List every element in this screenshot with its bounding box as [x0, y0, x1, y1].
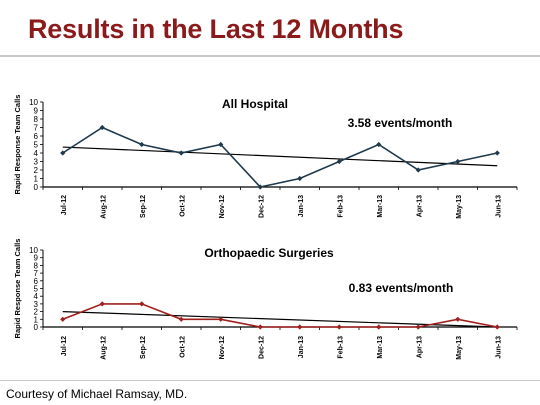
all-hospital-x-tick-label: Feb-13: [337, 195, 344, 218]
orthopaedic-surgeries-series-line: [62, 303, 498, 328]
orthopaedic-surgeries-x-tick-label: Nov-12: [219, 336, 226, 359]
orthopaedic-surgeries-y-tick-label: 4: [34, 292, 39, 301]
orthopaedic-surgeries-x-tick-label: Mar-13: [377, 336, 384, 359]
orthopaedic-surgeries-y-tick-label: 6: [34, 277, 39, 286]
orthopaedic-surgeries-y-tick-label: 8: [34, 261, 39, 270]
orthopaedic-surgeries-x-tick-label: Jan-13: [298, 336, 305, 358]
all-hospital-y-tick-label: 5: [34, 141, 39, 150]
orthopaedic-surgeries-data-point: [99, 301, 105, 307]
all-hospital-y-tick-label: 4: [34, 149, 39, 158]
orthopaedic-surgeries-y-tick-label: 1: [34, 315, 39, 324]
all-hospital-data-point: [415, 167, 421, 173]
orthopaedic-surgeries-y-tick-label: 10: [29, 246, 38, 255]
orthopaedic-surgeries-x-tick-label: Oct-12: [179, 336, 186, 358]
orthopaedic-surgeries-data-point: [415, 324, 421, 330]
all-hospital-x-tick-label: Mar-13: [377, 195, 384, 218]
orthopaedic-surgeries-data-point: [60, 316, 66, 322]
all-hospital-data-point: [218, 141, 224, 148]
all-hospital-series-line: [62, 126, 498, 188]
orthopaedic-surgeries-data-point: [257, 324, 263, 330]
all-hospital-y-tick-label: 7: [34, 124, 39, 133]
orthopaedic-surgeries-trend-line: [62, 311, 498, 328]
all-hospital-x-tick-label: Dec-12: [258, 195, 265, 218]
orthopaedic-surgeries-data-point: [139, 301, 145, 307]
orthopaedic-surgeries-y-tick-label: 7: [34, 269, 39, 278]
all-hospital-y-tick-label: 9: [34, 107, 39, 116]
orthopaedic-surgeries-y-axis-label: Rapid Response Team Calls: [13, 239, 22, 339]
orthopaedic-surgeries-y-tick-label: 5: [34, 285, 39, 294]
all-hospital-y-tick-label: 10: [29, 98, 38, 107]
all-hospital-data-point: [60, 150, 66, 156]
orthopaedic-surgeries-x-tick-label: Aug-12: [100, 336, 107, 360]
slide-title: Results in the Last 12 Months: [28, 14, 404, 44]
all-hospital-y-tick-label: 0: [34, 183, 39, 192]
all-hospital-y-tick-label: 8: [34, 115, 39, 124]
all-hospital-x-tick-label: Jul-12: [61, 195, 68, 215]
all-hospital-data-point: [257, 184, 263, 190]
orthopaedic-surgeries-x-tick-label: May-13: [456, 336, 463, 360]
orthopaedic-surgeries-data-point: [376, 324, 382, 330]
all-hospital-trend-line: [62, 146, 498, 167]
orthopaedic-surgeries-x-tick-label: Apr-13: [416, 336, 423, 358]
orthopaedic-surgeries-chart-title: Orthopaedic Surgeries: [204, 246, 334, 260]
orthopaedic-surgeries-x-tick-label: Jul-12: [61, 336, 68, 356]
all-hospital-data-point: [178, 150, 184, 156]
all-hospital-x-tick-label: Sep-12: [140, 195, 147, 218]
orthopaedic-surgeries-x-tick-label: Feb-13: [337, 336, 344, 359]
all-hospital-y-tick-label: 2: [34, 166, 39, 175]
all-hospital-data-point: [494, 150, 500, 156]
orthopaedic-surgeries-x-tick-label: Sep-12: [140, 336, 147, 359]
all-hospital-rate-annotation: 3.58 events/month: [348, 116, 453, 130]
all-hospital-x-tick-label: Nov-12: [219, 195, 226, 218]
all-hospital-y-axis-label: Rapid Response Team Calls: [13, 95, 22, 195]
orthopaedic-surgeries-y-tick-label: 2: [34, 308, 39, 317]
all-hospital-x-tick-label: Jan-13: [298, 195, 305, 217]
orthopaedic-surgeries-x-tick-label: Dec-12: [258, 336, 265, 359]
all-hospital-x-tick-label: Oct-12: [179, 195, 186, 217]
title-divider: [0, 55, 540, 57]
all-hospital-data-point: [99, 124, 105, 131]
all-hospital-y-tick-label: 6: [34, 132, 39, 141]
orthopaedic-surgeries-y-tick-label: 3: [34, 300, 39, 309]
orthopaedic-surgeries-x-tick-label: Jun-13: [495, 336, 502, 359]
credit-text: Courtesy of Michael Ramsay, MD.: [6, 387, 188, 401]
orthopaedic-surgeries-data-point: [218, 316, 224, 322]
all-hospital-data-point: [297, 175, 303, 182]
orthopaedic-surgeries-data-point: [455, 316, 461, 322]
all-hospital-x-tick-label: Aug-12: [100, 195, 107, 219]
orthopaedic-surgeries-data-point: [494, 324, 500, 330]
all-hospital-x-tick-label: Apr-13: [416, 195, 423, 217]
orthopaedic-surgeries-data-point: [297, 324, 303, 330]
footer-divider: [0, 380, 540, 381]
all-hospital-data-point: [376, 141, 382, 148]
all-hospital-y-tick-label: 3: [34, 158, 39, 167]
all-hospital-data-point: [455, 158, 461, 165]
orthopaedic-surgeries-rate-annotation: 0.83 events/month: [349, 281, 454, 295]
all-hospital-x-tick-label: May-13: [456, 195, 463, 219]
all-hospital-data-point: [139, 141, 145, 148]
orthopaedic-surgeries-data-point: [336, 324, 342, 330]
orthopaedic-surgeries-y-tick-label: 0: [34, 323, 39, 332]
all-hospital-y-tick-label: 1: [34, 175, 39, 184]
orthopaedic-surgeries-data-point: [178, 316, 184, 322]
all-hospital-data-point: [336, 158, 342, 165]
all-hospital-x-tick-label: Jun-13: [495, 195, 502, 218]
orthopaedic-surgeries-y-tick-label: 9: [34, 254, 39, 263]
all-hospital-chart-title: All Hospital: [222, 97, 288, 111]
